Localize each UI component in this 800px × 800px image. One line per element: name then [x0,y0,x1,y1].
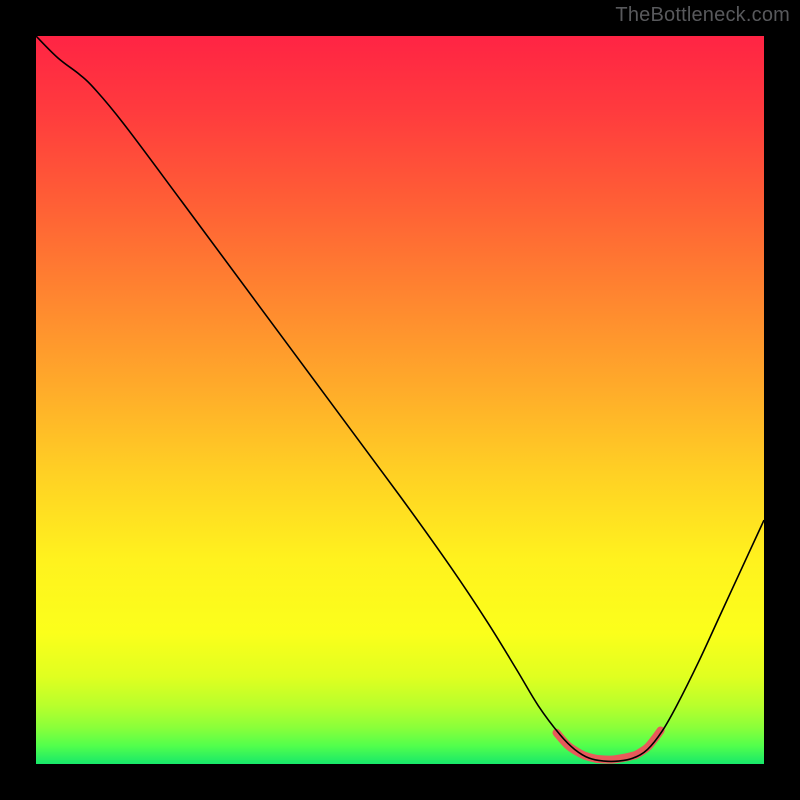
chart-svg [36,36,764,764]
figure-container: TheBottleneck.com [0,0,800,800]
watermark-text: TheBottleneck.com [615,4,790,27]
gradient-background [36,36,764,764]
plot-area [36,36,764,764]
